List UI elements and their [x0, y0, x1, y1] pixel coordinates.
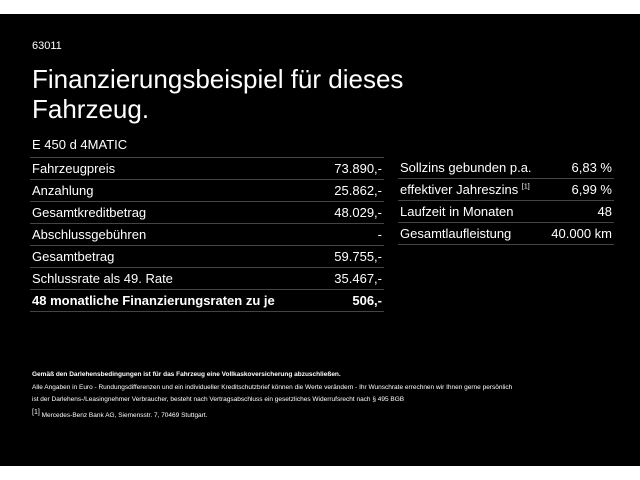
legal-note: Gemäß den Darlehensbedingungen ist für d… [32, 371, 341, 378]
table-row: Abschlussgebühren - [30, 224, 384, 246]
table-row: Gesamtlaufleistung 40.000 km [398, 223, 614, 245]
table-row: 48 monatliche Finanzierungsraten zu je 50… [30, 290, 384, 312]
legal-line: ist der Darlehens-/Leasingnehmer Verbrau… [32, 396, 405, 403]
model: E 450 d 4MATIC [32, 137, 128, 152]
row-value: 6,83 % [571, 160, 612, 175]
row-label: effektiver Jahreszins [1] [400, 182, 530, 197]
row-label: Sollzins gebunden p.a. [400, 160, 532, 175]
table-row: Laufzeit in Monaten 48 [398, 201, 614, 223]
footnote-text: Mercedes-Benz Bank AG, Siemensstr. 7, 70… [41, 411, 208, 419]
row-value: 40.000 km [551, 226, 612, 241]
row-label: Gesamtbetrag [32, 249, 115, 264]
row-value: 506,- [352, 293, 382, 308]
table-row: effektiver Jahreszins [1] 6,99 % [398, 179, 614, 201]
row-value: - [377, 227, 382, 242]
right-table: Sollzins gebunden p.a. 6,83 % effektiver J… [398, 157, 614, 245]
row-value: 6,99 % [571, 182, 612, 197]
row-value: 59.755,- [334, 249, 382, 264]
table-row: Sollzins gebunden p.a. 6,83 % [398, 157, 614, 179]
row-label: 48 monatliche Finanzierungsraten zu je [32, 293, 275, 308]
table-row: Gesamtkreditbetrag 48.029,- [30, 202, 384, 224]
footnote-ref: [1] [521, 183, 530, 191]
footnote-marker: [1] [32, 408, 40, 416]
table-row: Fahrzeugpreis 73.890,- [30, 158, 384, 180]
row-label: Gesamtlaufleistung [400, 226, 511, 241]
row-label: Fahrzeugpreis [32, 161, 116, 176]
table-row: Schlussrate als 49. Rate 35.467,- [30, 268, 384, 290]
row-value: 73.890,- [334, 161, 382, 176]
row-value: 48 [597, 204, 612, 219]
panel: 63011 Finanzierungsbeispiel für dieses F… [0, 14, 640, 466]
row-label: Schlussrate als 49. Rate [32, 271, 173, 286]
row-label: Gesamtkreditbetrag [32, 205, 147, 220]
row-label: Laufzeit in Monaten [400, 204, 513, 219]
legal-line: Alle Angaben in Euro - Rundungsdifferenz… [32, 383, 513, 391]
label-text: Sollzins gebunden p.a. [400, 160, 532, 175]
footnote: [1] Mercedes-Benz Bank AG, Siemensstr. 7… [32, 407, 622, 423]
label-text: Laufzeit in Monaten [400, 204, 514, 219]
row-value: 25.862,- [334, 183, 382, 198]
row-value: 35.467,- [334, 271, 382, 286]
row-label: Anzahlung [32, 183, 94, 198]
row-value: 48.029,- [334, 205, 382, 220]
label-text: Gesamtlaufleistung [400, 226, 512, 241]
left-table: Fahrzeugpreis 73.890,- Anzahlung 25.862,- Ge… [30, 157, 384, 312]
row-label: Abschlussgebühren [32, 227, 147, 242]
code: 63011 [32, 40, 62, 52]
title: Finanzierungsbeispiel für dieses Fahrzeu… [32, 64, 404, 124]
table-row: Anzahlung 25.862,- [30, 180, 384, 202]
footer: Gemäß den Darlehensbedingungen ist für d… [32, 369, 622, 422]
label-text: effektiver Jahreszins [400, 182, 519, 197]
table-row: Gesamtbetrag 59.755,- [30, 246, 384, 268]
